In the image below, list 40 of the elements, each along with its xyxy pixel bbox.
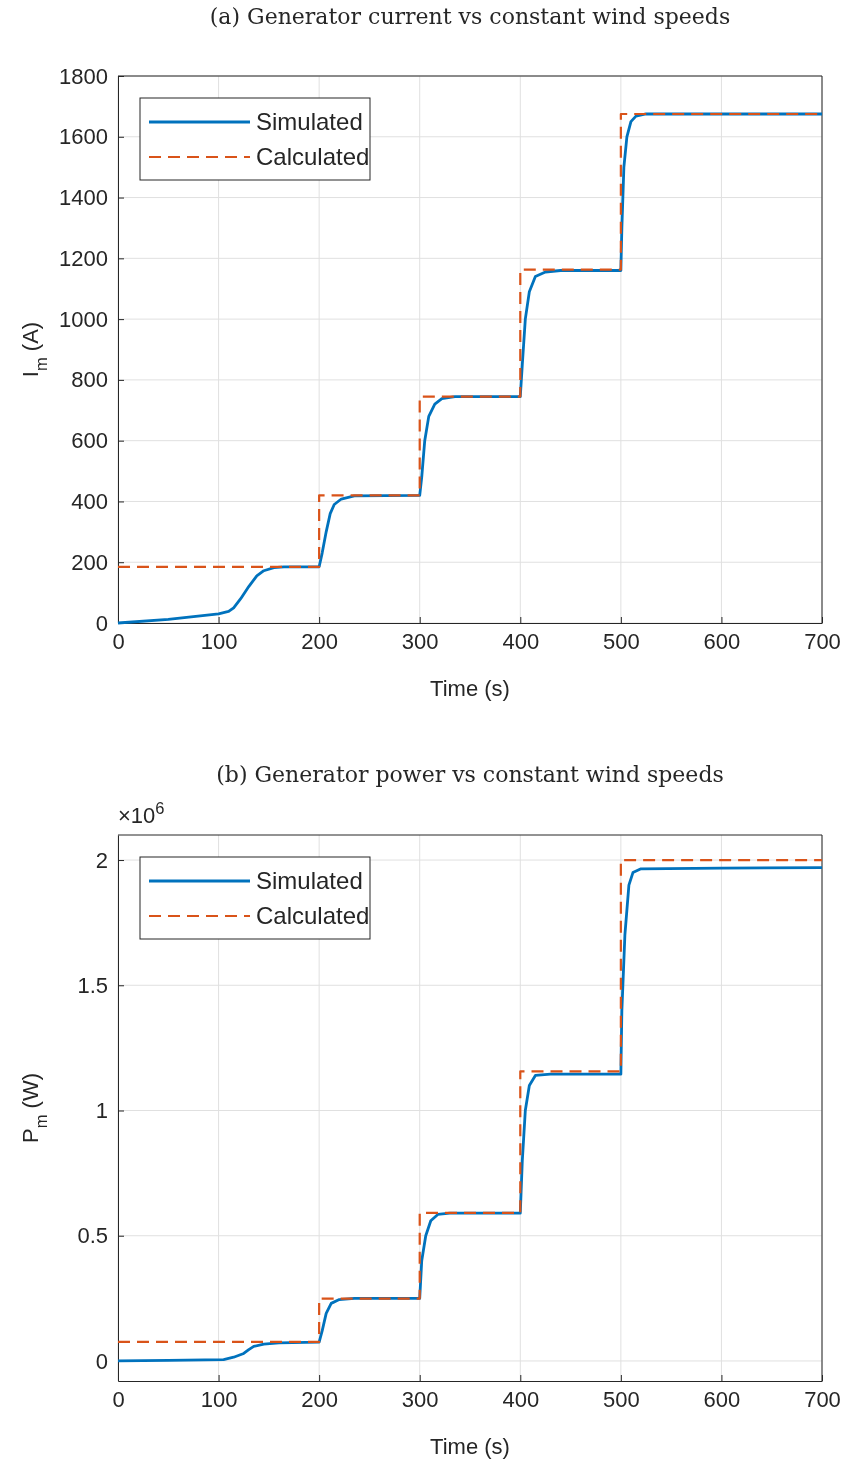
x-tick-label: 0 [112, 1386, 125, 1412]
x-tick-label: 400 [502, 1386, 540, 1412]
y-tick-label: 1400 [59, 185, 108, 211]
y-tick-label: 1200 [59, 245, 108, 271]
y-tick-label: 1000 [59, 306, 108, 332]
legend-label: Simulated [256, 867, 363, 894]
x-axis-title: Time (s) [430, 1434, 510, 1459]
y-tick-label: 2 [95, 847, 108, 873]
x-tick-label: 500 [603, 1386, 640, 1412]
text: ×10$^{6}$ [118, 799, 165, 828]
x-tick-label: 100 [200, 1386, 238, 1412]
x-tick-label: 200 [301, 628, 338, 654]
x-axis-title: Time (s) [430, 676, 510, 701]
x-tick-label: 600 [703, 628, 741, 654]
y-tick-label: 800 [71, 367, 108, 393]
y-tick-label: 200 [71, 549, 108, 575]
legend-label: Calculated [256, 143, 370, 170]
x-tick-label: 700 [804, 1386, 841, 1412]
x-tick-label: 300 [401, 1386, 439, 1412]
y-tick-label: 600 [71, 428, 108, 454]
chart-title: (a) Generator current vs constant wind speeds [209, 4, 731, 29]
y-tick-label: 1800 [59, 63, 108, 89]
y-tick-label: 1 [95, 1098, 108, 1124]
x-tick-label: 0 [112, 628, 125, 654]
y-tick-label: 0 [95, 1348, 108, 1374]
x-tick-label: 700 [804, 628, 841, 654]
legend-label: Simulated [256, 108, 363, 135]
x-tick-label: 600 [703, 1386, 741, 1412]
chart-title: (b) Generator power vs constant wind speeds [216, 762, 724, 787]
x-tick-label: 300 [401, 628, 439, 654]
y-tick-label: 0.5 [77, 1223, 108, 1249]
x-tick-label: 100 [200, 628, 238, 654]
y-tick-label: 1.5 [77, 972, 108, 998]
y-tick-label: 400 [71, 488, 108, 514]
legend-label: Calculated [256, 902, 370, 929]
x-tick-label: 500 [603, 628, 640, 654]
x-tick-label: 400 [502, 628, 540, 654]
y-tick-label: 0 [95, 610, 108, 636]
x-tick-label: 200 [301, 1386, 338, 1412]
y-tick-label: 1600 [59, 124, 108, 150]
